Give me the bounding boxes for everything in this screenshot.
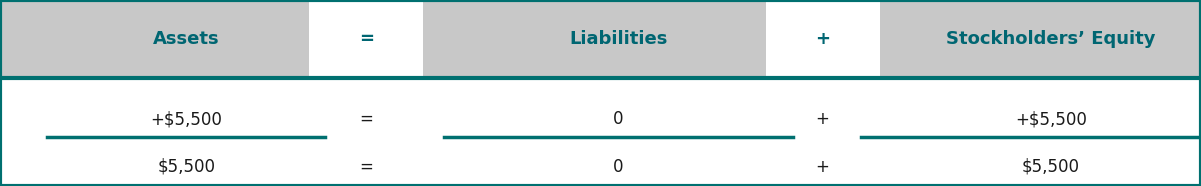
Text: $5,500: $5,500 [157,158,215,176]
Text: Liabilities: Liabilities [569,30,668,48]
Bar [766,0,879,78]
Text: +: + [815,30,830,48]
Text: +: + [815,158,830,176]
Text: Assets: Assets [153,30,220,48]
Text: +$5,500: +$5,500 [150,110,222,128]
Text: =: = [359,30,374,48]
Text: 0: 0 [614,110,623,128]
Text: +$5,500: +$5,500 [1015,110,1087,128]
Text: +: + [815,110,830,128]
Text: 0: 0 [614,158,623,176]
Text: $5,500: $5,500 [1022,158,1080,176]
Text: =: = [359,158,374,176]
Bar [0,0,1201,78]
Text: Stockholders’ Equity: Stockholders’ Equity [946,30,1155,48]
Bar [309,0,423,78]
Text: =: = [359,110,374,128]
